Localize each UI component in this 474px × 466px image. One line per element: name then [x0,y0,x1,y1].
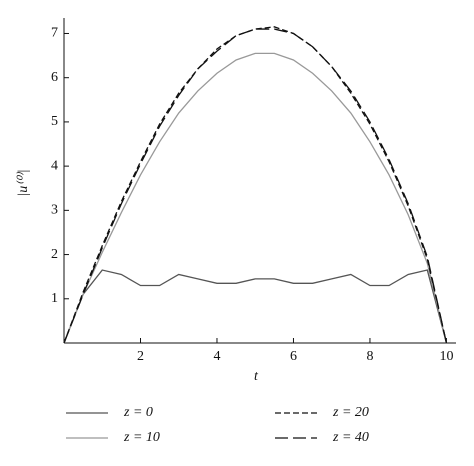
y-tick-label: 2 [51,247,58,262]
y-tick-label: 3 [51,203,58,218]
legend-label: z = 10 [123,430,160,445]
series-line [63,52,448,344]
y-tick-label: 1 [51,291,58,306]
series-line [63,28,448,344]
legend-label: z = 0 [123,405,153,420]
y-tick-label: 7 [51,26,58,41]
x-tick-label: 2 [137,349,144,364]
x-tick-label: 4 [213,349,220,364]
x-tick-label: 8 [366,349,373,364]
x-tick-label: 10 [439,349,453,364]
series-line [63,26,448,344]
y-axis-label: |u⁽⁰⁾| [16,169,31,196]
series-line [63,269,448,344]
y-tick-label: 6 [51,70,58,85]
legend-label: z = 20 [332,405,369,420]
y-tick-label: 5 [51,114,58,129]
y-tick-label: 4 [51,158,58,173]
x-tick-label: 6 [290,349,297,364]
x-axis-label: t [254,369,259,384]
legend-label: z = 40 [332,430,369,445]
